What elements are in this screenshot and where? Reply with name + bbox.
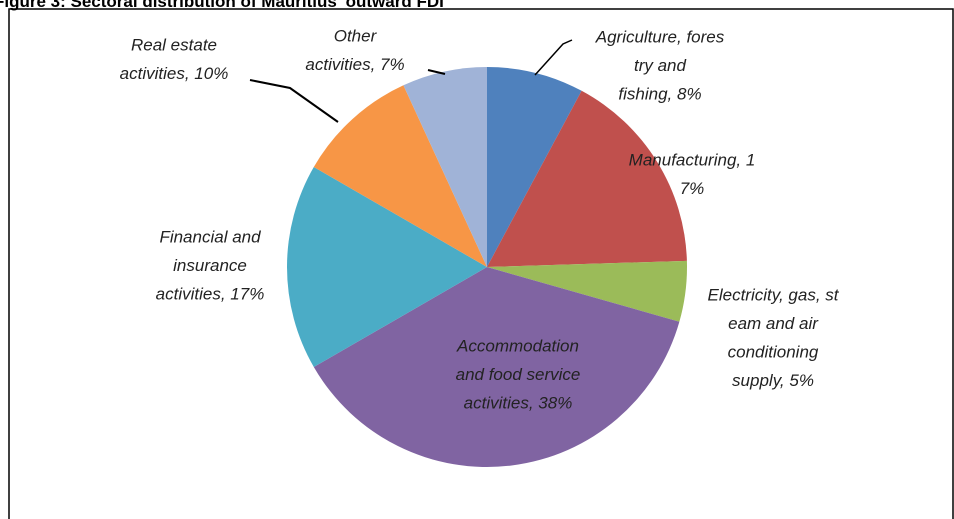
data-label: insurance: [173, 256, 247, 275]
data-label: activities, 7%: [305, 55, 404, 74]
data-label: Other: [334, 26, 378, 45]
pie-slice: [313, 267, 680, 467]
pie-slice: [487, 260, 687, 322]
data-label: activities, 38%: [464, 393, 573, 412]
pie-slice: [403, 67, 487, 267]
data-label: Financial and: [159, 227, 261, 246]
leader-line: [249, 79, 339, 123]
pie-slice: [487, 67, 582, 267]
data-label: eam and air: [728, 314, 819, 333]
data-label: activities, 17%: [156, 284, 265, 303]
data-label: Electricity, gas, st: [708, 285, 840, 304]
pie: [287, 67, 687, 467]
pie-slice: [313, 85, 487, 267]
data-label: try and: [634, 56, 687, 75]
data-label: Manufacturing, 1: [629, 150, 756, 169]
data-label: supply, 5%: [732, 371, 814, 390]
pie-slice: [487, 90, 687, 267]
leader-line: [534, 39, 573, 76]
data-label: Agriculture, fores: [595, 27, 725, 46]
data-label: Real estate: [131, 35, 217, 54]
data-label: conditioning: [728, 342, 819, 361]
data-label: fishing, 8%: [618, 84, 701, 103]
data-label: Accommodation: [456, 336, 579, 355]
data-label: 7%: [680, 179, 705, 198]
pie-slice: [287, 167, 487, 367]
data-label: and food service: [456, 365, 581, 384]
leader-line: [427, 69, 446, 75]
chart-title: Figure 3: Sectoral distribution of Mauri…: [0, 0, 444, 11]
labels: Agriculture, fores try and fishing, 8% Manu…: [120, 26, 840, 412]
data-label: activities, 10%: [120, 64, 229, 83]
